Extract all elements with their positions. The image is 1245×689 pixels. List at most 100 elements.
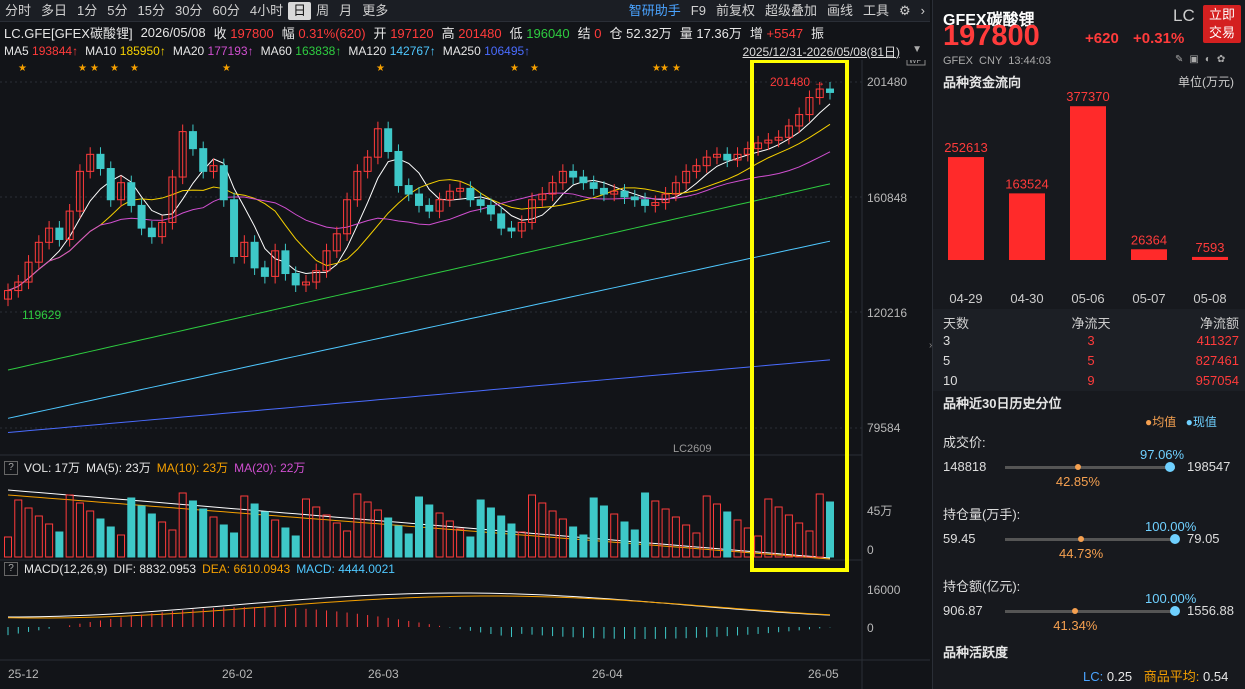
candle-body	[291, 273, 300, 286]
ma20-legend: MA20 177193↑	[172, 44, 254, 58]
right-panel: GFEX碳酸锂 LC 立即 交易 197800 +620 +0.31% GFEX …	[932, 0, 1245, 689]
period-9[interactable]: 周	[316, 2, 330, 18]
volume-header: ? VOL: 17万 MA(5): 23万 MA(10): 23万 MA(20)…	[4, 459, 305, 476]
candle-body	[209, 165, 218, 172]
period-3[interactable]: 5分	[107, 2, 128, 18]
candle-body	[784, 125, 793, 138]
activity-values: LC: 0.25 商品平均: 0.54	[1083, 669, 1229, 684]
ma60-line	[7, 183, 831, 371]
oi-field: 仓 52.32万	[609, 25, 672, 41]
triangle-down-icon[interactable]: ▼	[912, 44, 922, 55]
tool-5[interactable]: 工具	[862, 2, 889, 18]
collapse-panel-icon[interactable]: »	[929, 340, 937, 370]
volume-bar	[712, 503, 721, 558]
volume-bar	[291, 535, 300, 558]
candle-body	[548, 182, 557, 195]
volume-bar	[497, 515, 506, 558]
volume-bar	[301, 498, 310, 558]
candle-body	[75, 170, 84, 212]
volume-bar	[188, 500, 197, 558]
volume-bar	[384, 517, 393, 558]
symbol-label: LC.GFE[GFEX碳酸锂]	[4, 25, 133, 41]
gear-icon[interactable]: ⚙	[899, 2, 911, 18]
ma120-line	[7, 240, 831, 419]
close-field: 收 197800	[213, 25, 274, 41]
volume-bar	[671, 516, 680, 558]
candle-body	[795, 114, 804, 127]
volume-bar	[620, 521, 629, 558]
sound-icon[interactable]: ◐	[1204, 54, 1211, 65]
period-6[interactable]: 60分	[212, 2, 240, 18]
chevron-right-icon[interactable]: ›	[920, 2, 925, 18]
tool-4[interactable]: 画线	[826, 2, 853, 18]
period-0[interactable]: 分时	[5, 2, 32, 18]
period-8[interactable]: 日	[288, 1, 312, 20]
candle-body	[569, 170, 578, 178]
period-7[interactable]: 4小时	[249, 2, 284, 18]
volume-bar	[795, 522, 804, 558]
volume-bar	[178, 492, 187, 558]
kline-chart[interactable]: 201480 160848 120216 79584 45万 0 16000 0 25-12 26…	[0, 60, 930, 689]
volume-bar	[764, 498, 773, 558]
hist-cur-pct: 100.00%	[1145, 519, 1197, 534]
period-10[interactable]: 月	[339, 2, 353, 18]
period-1[interactable]: 多日	[41, 2, 68, 18]
flow-date-label: 05-06	[1071, 291, 1104, 306]
tool-1[interactable]: F9	[690, 2, 706, 18]
hist-min: 59.45	[943, 531, 976, 546]
vol-ma20: MA(20): 22万	[234, 461, 306, 475]
star-marker: ★	[90, 63, 99, 74]
candle-body	[815, 88, 824, 99]
candle-body	[466, 187, 475, 201]
macd-dea: DEA: 6610.0943	[202, 562, 291, 576]
candle-body	[589, 182, 598, 189]
period-2[interactable]: 1分	[77, 2, 98, 18]
wp-icon[interactable]	[906, 60, 926, 66]
help-icon[interactable]: ?	[4, 562, 18, 576]
flow-date-label: 05-07	[1132, 291, 1165, 306]
volume-bar	[682, 524, 691, 558]
volume-bar	[784, 514, 793, 558]
candle-body	[764, 139, 773, 144]
amp-field: 振	[811, 25, 825, 41]
candle-body	[168, 176, 177, 223]
candle-body	[733, 153, 742, 161]
macd-macd: MACD: 4444.0021	[296, 562, 395, 576]
macd-header: ? MACD(12,26,9) DIF: 8832.0953 DEA: 6610…	[4, 562, 395, 576]
volume-bar	[630, 529, 639, 558]
volume-bar	[117, 534, 126, 558]
tool-3[interactable]: 超级叠加	[764, 2, 817, 18]
date-range-link[interactable]: 2025/12/31-2026/05/08(81日)	[742, 44, 900, 59]
edit-icon[interactable]: ✎	[1175, 54, 1184, 65]
flow-bar-label: 26364	[1131, 232, 1167, 247]
volume-bar	[96, 518, 105, 558]
settings-icon[interactable]: ✿	[1216, 54, 1226, 65]
candle-body	[497, 213, 506, 229]
hist-avg-pct: 41.34%	[1053, 618, 1098, 633]
candle-body	[774, 136, 783, 141]
activity-title: 品种活跃度	[943, 645, 1009, 660]
period-4[interactable]: 15分	[137, 2, 165, 18]
candle-body	[754, 142, 763, 150]
dea-line	[7, 595, 831, 619]
candle-body	[199, 148, 208, 172]
lock-icon[interactable]: ▣	[1189, 54, 1199, 65]
volume-bar	[528, 494, 537, 558]
ma5-legend: MA5 193844↑	[4, 44, 79, 58]
quote-info-line: LC.GFE[GFEX碳酸锂] 2026/05/08 收 197800 幅 0.…	[0, 22, 930, 42]
volume-bar	[589, 497, 598, 558]
help-icon[interactable]: ?	[4, 460, 18, 475]
open-field: 开 197120	[373, 25, 434, 41]
volume-tick: 45万	[867, 504, 892, 518]
candle-body	[312, 270, 321, 283]
period-5[interactable]: 30分	[174, 2, 203, 18]
period-11[interactable]: 更多	[362, 2, 389, 18]
tool-2[interactable]: 前复权	[715, 2, 755, 18]
price-change-pct: +0.31%	[1133, 30, 1185, 47]
volume-bar	[641, 492, 650, 558]
tool-0[interactable]: 智研助手	[628, 2, 681, 18]
product-title: GFEX碳酸锂	[943, 12, 1035, 29]
candle-body	[404, 185, 413, 195]
trade-now-button[interactable]: 立即 交易	[1203, 5, 1241, 43]
volume-bar	[723, 511, 732, 558]
